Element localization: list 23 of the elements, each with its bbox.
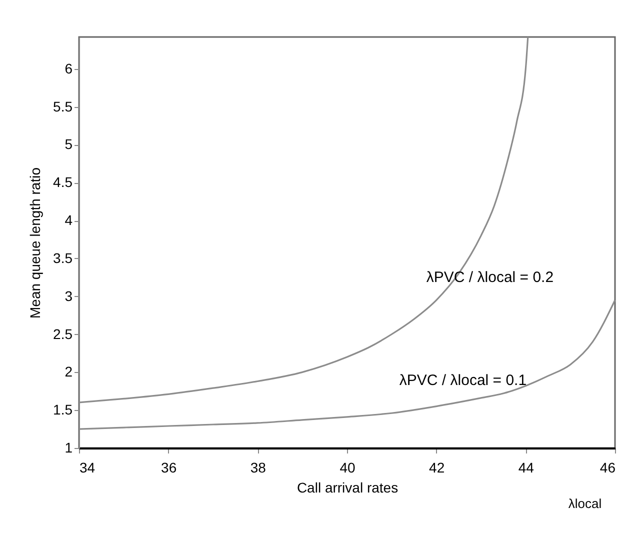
y-tick-label: 2.5 — [53, 326, 73, 342]
x-axis-title: Call arrival rates — [296, 480, 398, 496]
y-tick-label: 5.5 — [53, 98, 73, 114]
x-tick-label: 34 — [80, 460, 96, 476]
annotation: λPVC / λlocal = 0.1 — [399, 372, 527, 389]
x-tick-label: 38 — [250, 460, 266, 476]
text: λlocal — [568, 496, 602, 511]
y-tick-label: 1.5 — [53, 402, 73, 418]
x-tick-label: 42 — [429, 460, 445, 476]
y-tick-label: 5 — [64, 136, 73, 152]
x-tick-label: 36 — [161, 460, 177, 476]
annotation: λPVC / λlocal = 0.2 — [426, 269, 554, 286]
y-tick-label: 4.5 — [53, 174, 73, 190]
y-tick-label: 2 — [64, 364, 73, 380]
y-axis-title: Mean queue length ratio — [27, 167, 44, 318]
y-tick-label: 3 — [64, 288, 73, 304]
x-tick-label: 40 — [340, 460, 356, 476]
x-tick-label: 44 — [518, 460, 534, 476]
y-tick-label: 3.5 — [53, 250, 73, 266]
y-tick-label: 4 — [64, 212, 73, 228]
y-tick-label: 1 — [64, 440, 73, 456]
x-tick-label: 46 — [600, 460, 616, 476]
y-tick-label: 6 — [64, 60, 73, 76]
